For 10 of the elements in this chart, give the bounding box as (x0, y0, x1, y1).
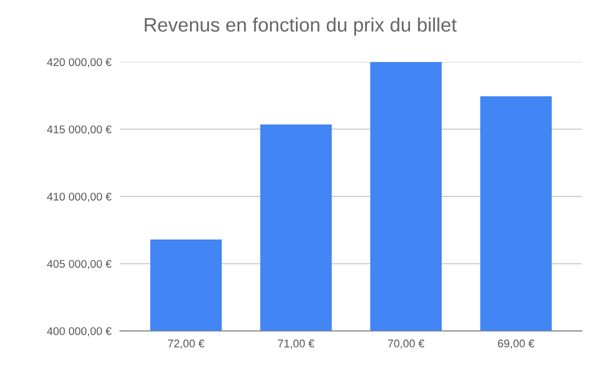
y-tick-label: 410 000,00 € (47, 192, 112, 202)
y-tick-label: 400 000,00 € (47, 327, 112, 336)
y-tick-label: 405 000,00 € (47, 260, 112, 270)
y-tick-label: 420 000,00 € (47, 58, 112, 68)
x-tick-label: 69,00 € (498, 340, 534, 349)
x-tick-label: 70,00 € (388, 340, 424, 349)
x-tick-label: 72,00 € (168, 340, 204, 349)
y-tick-label: 415 000,00 € (47, 125, 112, 135)
chart-title: Revenus en fonction du prix du billet (144, 17, 457, 36)
x-tick-label: 71,00 € (278, 340, 314, 349)
